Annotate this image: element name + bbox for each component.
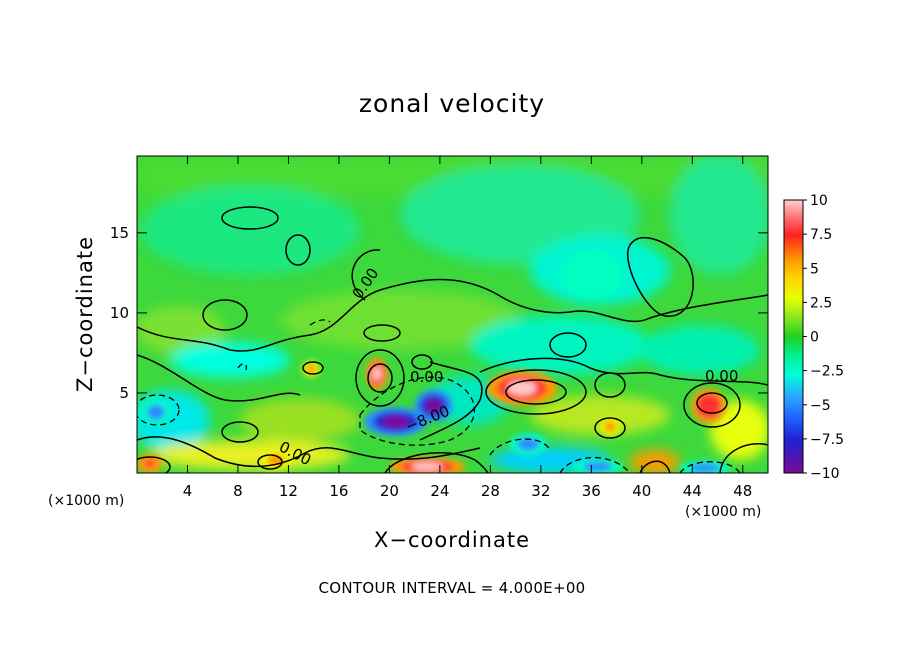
colorbar-tick-label: 2.5	[810, 295, 832, 311]
field-feature	[411, 462, 444, 471]
chart-title: zonal velocity	[359, 89, 545, 118]
y-tick-label: 15	[110, 224, 129, 242]
colorbar-tick-label: −2.5	[810, 364, 844, 380]
x-tick-label: 32	[531, 482, 550, 500]
x-unit-label-right: (×1000 m)	[685, 504, 761, 520]
field-feature	[572, 260, 611, 289]
x-tick-label: 4	[183, 482, 193, 500]
x-unit-label-left: (×1000 m)	[48, 493, 124, 509]
field-feature	[425, 399, 442, 413]
field-feature	[305, 364, 317, 374]
x-tick-label: 48	[733, 482, 752, 500]
x-tick-label: 12	[279, 482, 298, 500]
field-feature	[701, 398, 717, 414]
colorbar: 10 7.5 5 2.5 0 −2.5 −5 −7.5 −10	[783, 193, 844, 482]
plot-frame	[136, 155, 769, 474]
contour-interval-text: CONTOUR INTERVAL = 4.000E+00	[318, 579, 585, 597]
y-tick-label: 10	[110, 304, 129, 322]
x-tick-label: 40	[632, 482, 651, 500]
field-feature	[582, 461, 613, 472]
x-tick-label: 16	[329, 482, 348, 500]
y-axis-ticks: 5 10 15	[110, 224, 768, 402]
contour-label: 0.00	[705, 367, 738, 385]
x-tick-label: 24	[430, 482, 449, 500]
field-feature	[507, 380, 537, 396]
x-axis-label: X−coordinate	[374, 528, 530, 552]
x-axis-ticks: 4 8 12 16 20 24 28 32 36 40 44 48	[183, 156, 752, 500]
contour-label: 0.00	[410, 368, 443, 386]
x-tick-label: 20	[380, 482, 399, 500]
colorbar-tick-label: −10	[810, 466, 840, 482]
field-feature	[372, 367, 382, 381]
x-tick-label: 28	[481, 482, 500, 500]
colorbar-tick-label: 10	[810, 193, 828, 209]
field-feature	[382, 415, 409, 428]
contour-lines-negative	[137, 319, 741, 473]
x-tick-label: 36	[582, 482, 601, 500]
field-feature	[144, 459, 155, 468]
colorbar-gradient	[783, 199, 804, 474]
colorbar-tick-label: 5	[810, 261, 819, 277]
field-features	[137, 250, 731, 473]
colorbar-tick-label: −5	[810, 398, 831, 414]
colorbar-tick-label: −7.5	[810, 432, 844, 448]
x-tick-label: 44	[683, 482, 702, 500]
field-base	[137, 156, 768, 473]
field-feature	[604, 420, 617, 433]
field-feature	[146, 404, 166, 420]
field-feature	[689, 463, 721, 473]
colorbar-ticks: 10 7.5 5 2.5 0 −2.5 −5 −7.5 −10	[803, 193, 844, 482]
plot-area	[137, 156, 768, 473]
field-feature	[516, 437, 540, 451]
y-tick-label: 5	[119, 384, 129, 402]
contour-lines	[137, 206, 768, 473]
x-tick-label: 8	[233, 482, 243, 500]
colorbar-tick-label: 7.5	[810, 227, 832, 243]
y-axis-label: Z−coordinate	[73, 236, 97, 392]
colorbar-tick-label: 0	[810, 330, 819, 346]
